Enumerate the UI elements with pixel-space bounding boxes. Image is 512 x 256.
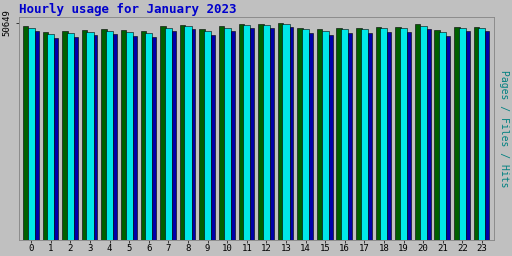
Bar (113, 34, 117, 240)
Bar (322, 31, 329, 240)
Bar (283, 24, 289, 240)
Bar (23, 26, 29, 240)
Bar (368, 33, 372, 240)
Bar (204, 31, 211, 240)
Bar (356, 28, 361, 240)
Bar (361, 29, 368, 240)
Bar (211, 35, 215, 240)
Bar (415, 24, 420, 240)
Bar (426, 28, 431, 240)
Bar (239, 24, 244, 240)
Bar (485, 31, 489, 240)
Bar (278, 23, 283, 240)
Bar (380, 28, 388, 240)
Bar (140, 31, 146, 240)
Bar (82, 30, 87, 240)
Bar (199, 29, 205, 240)
Bar (454, 27, 460, 240)
Bar (184, 26, 191, 240)
Bar (191, 29, 196, 240)
Bar (395, 27, 401, 240)
Bar (106, 31, 113, 240)
Bar (302, 29, 309, 240)
Bar (87, 32, 94, 240)
Bar (341, 29, 348, 240)
Bar (219, 26, 224, 240)
Bar (231, 31, 234, 240)
Bar (94, 35, 97, 240)
Y-axis label: Pages / Files / Hits: Pages / Files / Hits (499, 70, 509, 187)
Bar (62, 31, 68, 240)
Bar (439, 33, 446, 240)
Bar (478, 28, 485, 240)
Bar (459, 28, 466, 240)
Bar (297, 28, 303, 240)
Bar (224, 28, 231, 240)
Bar (121, 30, 126, 240)
Bar (348, 33, 352, 240)
Bar (435, 30, 440, 240)
Bar (289, 27, 293, 240)
Bar (250, 28, 254, 240)
Bar (74, 37, 78, 240)
Text: Hourly usage for January 2023: Hourly usage for January 2023 (19, 3, 237, 16)
Bar (270, 28, 274, 240)
Bar (419, 26, 426, 240)
Bar (446, 36, 450, 240)
Bar (309, 33, 313, 240)
Bar (145, 33, 153, 240)
Bar (376, 27, 381, 240)
Bar (243, 25, 250, 240)
Bar (474, 27, 479, 240)
Bar (329, 35, 332, 240)
Bar (35, 31, 38, 240)
Bar (42, 32, 48, 240)
Bar (466, 31, 470, 240)
Bar (160, 26, 165, 240)
Bar (400, 28, 407, 240)
Bar (388, 31, 391, 240)
Bar (133, 36, 137, 240)
Bar (54, 38, 58, 240)
Bar (125, 33, 133, 240)
Bar (153, 37, 156, 240)
Bar (263, 25, 270, 240)
Bar (165, 28, 172, 240)
Bar (180, 25, 185, 240)
Bar (101, 29, 107, 240)
Bar (258, 24, 264, 240)
Bar (47, 34, 54, 240)
Bar (317, 29, 323, 240)
Bar (172, 31, 176, 240)
Bar (28, 28, 35, 240)
Bar (336, 28, 342, 240)
Bar (67, 33, 74, 240)
Bar (407, 31, 411, 240)
